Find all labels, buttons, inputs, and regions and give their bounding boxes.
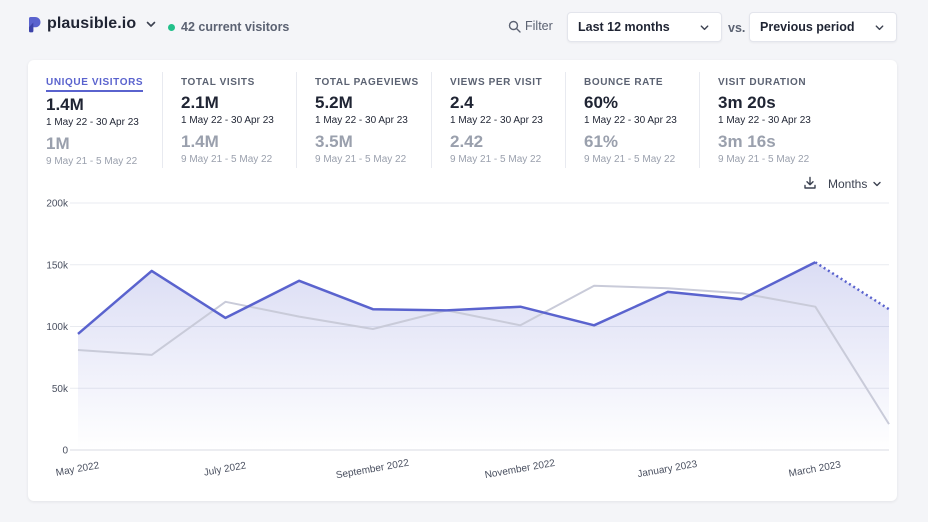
- metric-compare-range: 9 May 21 - 5 May 22: [450, 154, 542, 165]
- site-name: plausible.io: [47, 15, 137, 32]
- metric-views-per-visit[interactable]: VIEWS PER VISIT 2.4 1 May 22 - 30 Apr 23…: [431, 72, 565, 168]
- metric-label: BOUNCE RATE: [584, 77, 664, 88]
- metric-range: 1 May 22 - 30 Apr 23: [584, 115, 677, 126]
- interval-label: Months: [828, 177, 868, 191]
- site-switcher[interactable]: plausible.io: [28, 15, 157, 33]
- y-tick-label: 200k: [46, 199, 69, 210]
- metric-value: 60%: [584, 93, 619, 112]
- download-icon[interactable]: [803, 176, 817, 190]
- metric-range: 1 May 22 - 30 Apr 23: [718, 115, 811, 126]
- metric-visit-duration[interactable]: VISIT DURATION 3m 20s 1 May 22 - 30 Apr …: [699, 72, 849, 168]
- metric-compare-value: 2.42: [450, 132, 484, 151]
- metric-compare-value: 3m 16s: [718, 132, 776, 151]
- vs-label: vs.: [728, 21, 746, 35]
- current-period-line: [77, 261, 816, 335]
- metric-label: VISIT DURATION: [718, 77, 807, 88]
- metric-compare-value: 1M: [46, 134, 70, 153]
- metric-compare-range: 9 May 21 - 5 May 22: [315, 154, 407, 165]
- chevron-down-icon: [873, 181, 882, 187]
- metric-label: TOTAL PAGEVIEWS: [315, 77, 419, 88]
- metric-compare-range: 9 May 21 - 5 May 22: [718, 154, 810, 165]
- current-visitors[interactable]: 42 current visitors: [168, 20, 289, 34]
- metric-value: 2.1M: [181, 93, 219, 112]
- search-icon: [508, 20, 521, 33]
- y-tick-label: 150k: [46, 260, 69, 271]
- metric-range: 1 May 22 - 30 Apr 23: [315, 115, 408, 126]
- stats-card: UNIQUE VISITORS 1.4M 1 May 22 - 30 Apr 2…: [28, 60, 897, 501]
- plausible-logo-icon: [29, 16, 41, 32]
- period-select[interactable]: Last 12 months: [567, 12, 722, 42]
- metric-bounce-rate[interactable]: BOUNCE RATE 60% 1 May 22 - 30 Apr 23 61%…: [565, 72, 699, 168]
- x-tick-label: September 2022: [335, 458, 410, 482]
- interval-picker[interactable]: Months: [828, 177, 882, 191]
- chevron-down-icon: [146, 21, 156, 27]
- filter-button[interactable]: Filter: [508, 19, 553, 33]
- metric-label: TOTAL VISITS: [181, 77, 255, 88]
- y-tick-label: 100k: [46, 322, 69, 333]
- x-tick-label: March 2023: [788, 459, 842, 479]
- x-tick-label: November 2022: [484, 458, 556, 481]
- chevron-down-icon: [875, 24, 884, 30]
- comparison-select-value: Previous period: [760, 20, 855, 34]
- metric-range: 1 May 22 - 30 Apr 23: [181, 115, 274, 126]
- metric-compare-value: 3.5M: [315, 132, 353, 151]
- metric-compare-value: 61%: [584, 132, 619, 151]
- metric-value: 1.4M: [46, 95, 84, 114]
- metric-range: 1 May 22 - 30 Apr 23: [46, 117, 139, 128]
- metric-value: 5.2M: [315, 93, 353, 112]
- x-tick-label: July 2022: [203, 460, 247, 478]
- metric-range: 1 May 22 - 30 Apr 23: [450, 115, 543, 126]
- metric-compare-range: 9 May 21 - 5 May 22: [46, 156, 138, 167]
- top-stats: UNIQUE VISITORS 1.4M 1 May 22 - 30 Apr 2…: [28, 60, 897, 172]
- metric-label: VIEWS PER VISIT: [450, 77, 543, 88]
- metric-compare-range: 9 May 21 - 5 May 22: [584, 154, 676, 165]
- metric-compare-range: 9 May 21 - 5 May 22: [181, 154, 273, 165]
- metric-value: 3m 20s: [718, 93, 776, 112]
- y-tick-label: 50k: [52, 384, 69, 395]
- x-tick-label: January 2023: [637, 459, 699, 480]
- metric-unique-visitors[interactable]: UNIQUE VISITORS 1.4M 1 May 22 - 30 Apr 2…: [28, 72, 162, 168]
- x-tick-label: May 2022: [55, 460, 101, 479]
- period-select-value: Last 12 months: [578, 20, 670, 34]
- top-bar: plausible.io 42 current visitors Filter …: [0, 0, 928, 56]
- metric-total-visits[interactable]: TOTAL VISITS 2.1M 1 May 22 - 30 Apr 23 1…: [162, 72, 296, 168]
- metric-label: UNIQUE VISITORS: [46, 77, 144, 92]
- visitors-area-fill: [78, 262, 889, 450]
- current-visitors-label: 42 current visitors: [181, 20, 290, 34]
- live-dot-icon: [168, 23, 175, 31]
- metric-value: 2.4: [450, 93, 474, 112]
- chevron-down-icon: [700, 24, 709, 30]
- comparison-select[interactable]: Previous period: [749, 12, 897, 42]
- filter-label: Filter: [525, 19, 553, 33]
- metric-total-pageviews[interactable]: TOTAL PAGEVIEWS 5.2M 1 May 22 - 30 Apr 2…: [296, 72, 431, 168]
- metric-compare-value: 1.4M: [181, 132, 219, 151]
- y-tick-label: 0: [62, 446, 68, 457]
- visitors-line-chart[interactable]: 0 50k 100k 150k 200k May 2022 July 2022 Septem…: [28, 190, 897, 501]
